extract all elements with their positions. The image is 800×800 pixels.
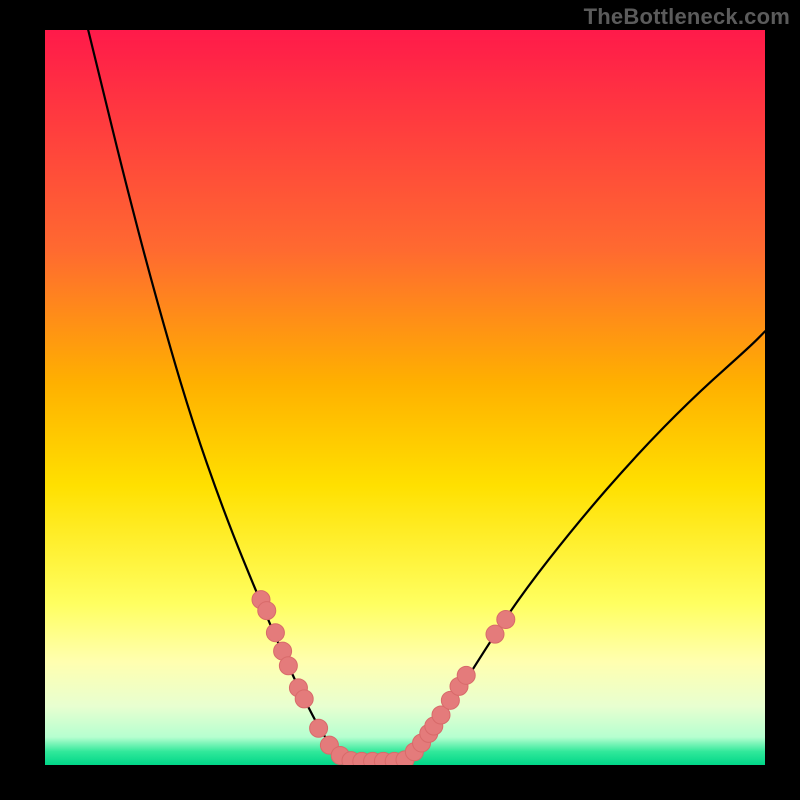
- bottleneck-chart: [0, 0, 800, 800]
- data-marker: [457, 666, 475, 684]
- data-marker: [295, 690, 313, 708]
- data-marker: [258, 602, 276, 620]
- chart-frame: TheBottleneck.com: [0, 0, 800, 800]
- watermark-text: TheBottleneck.com: [584, 4, 790, 30]
- data-marker: [310, 719, 328, 737]
- data-marker: [279, 657, 297, 675]
- gradient-background: [45, 30, 765, 765]
- data-marker: [266, 624, 284, 642]
- data-marker: [497, 610, 515, 628]
- data-marker: [486, 625, 504, 643]
